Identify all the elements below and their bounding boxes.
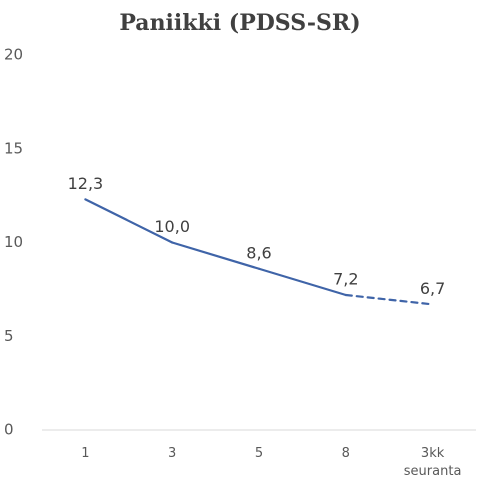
chart-title: Paniikki (PDSS-SR) xyxy=(119,10,360,36)
y-tick-label: 10 xyxy=(4,233,23,251)
data-label: 6,7 xyxy=(420,279,445,298)
y-tick-label: 0 xyxy=(4,421,14,439)
data-label: 8,6 xyxy=(246,243,271,262)
x-tick-label: 1 xyxy=(81,446,90,461)
line-segment xyxy=(84,198,174,244)
y-tick-label: 5 xyxy=(4,327,14,345)
x-tick-label: 5 xyxy=(254,446,264,461)
x-tick-label: 3 xyxy=(168,446,177,461)
data-label: 7,2 xyxy=(333,270,358,289)
x-tick-label: 8 xyxy=(341,446,350,461)
data-label: 12,3 xyxy=(68,174,104,193)
data-label: 10,0 xyxy=(154,217,190,236)
line-segment xyxy=(171,241,261,270)
line-segment xyxy=(344,293,434,306)
y-tick-label: 15 xyxy=(4,139,23,157)
y-tick-label: 20 xyxy=(4,46,23,64)
x-tick-label: 3kk seuranta xyxy=(403,446,462,479)
line-segment xyxy=(257,267,347,297)
